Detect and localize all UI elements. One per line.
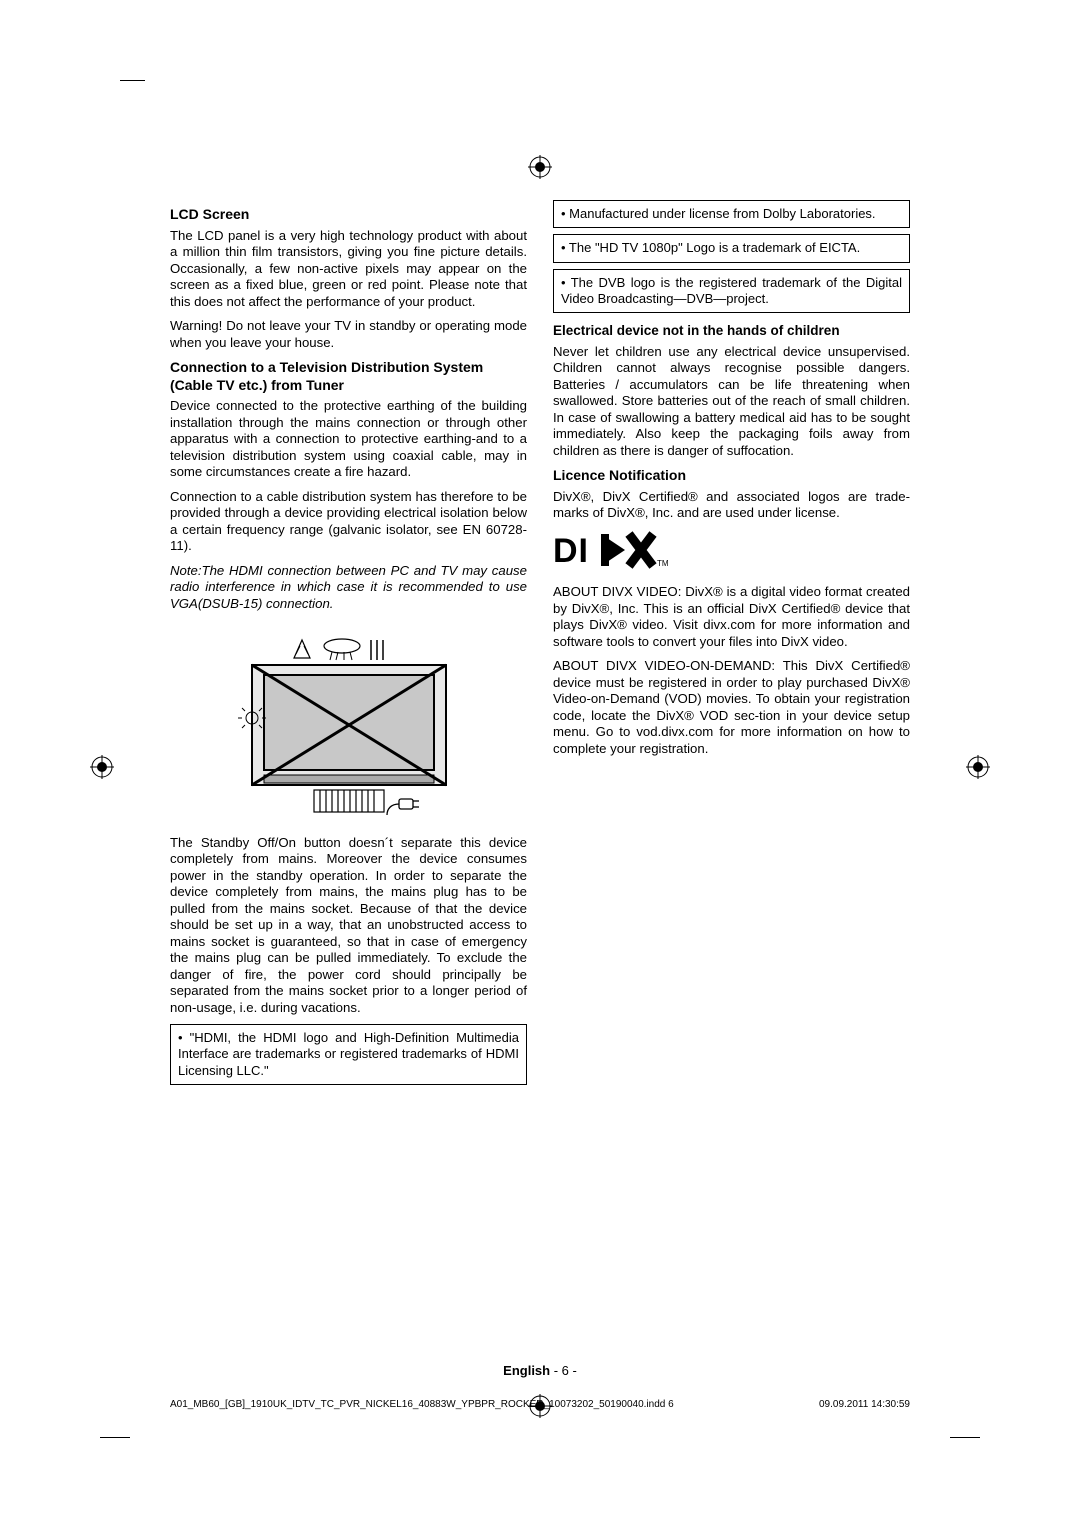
content-columns: LCD Screen The LCD panel is a very high … <box>170 200 910 1091</box>
footer-page: - 6 - <box>550 1363 577 1378</box>
print-timestamp: 09.09.2011 14:30:59 <box>819 1399 910 1410</box>
heading-lcd-screen: LCD Screen <box>170 206 527 224</box>
registration-mark-icon <box>90 755 114 779</box>
para: ABOUT DIVX VIDEO-ON-DEMAND: This DivX Ce… <box>553 658 910 757</box>
para: Warning! Do not leave your TV in standby… <box>170 318 527 351</box>
divx-logo-icon: DI TM <box>553 530 910 575</box>
print-metadata: A01_MB60_[GB]_1910UK_IDTV_TC_PVR_NICKEL1… <box>170 1399 910 1410</box>
para: DivX®, DivX Certified® and associated lo… <box>553 489 910 522</box>
notice-box-hdtv: • The "HD TV 1080p" Logo is a trademark … <box>553 234 910 262</box>
notice-text: • Manufactured under license from Dolby … <box>561 206 876 221</box>
manual-page: LCD Screen The LCD panel is a very high … <box>0 0 1080 1528</box>
tv-warning-illustration <box>234 620 464 825</box>
notice-box-dolby: • Manufactured under license from Dolby … <box>553 200 910 228</box>
heading-licence: Licence Notification <box>553 467 910 485</box>
crop-mark <box>950 1437 980 1438</box>
svg-text:TM: TM <box>657 559 669 568</box>
notice-text: • "HDMI, the HDMI logo and High-Definiti… <box>178 1030 519 1078</box>
heading-connection: Connection to a Television Distribution … <box>170 359 527 394</box>
para: The Standby Off/On button doesn´t separa… <box>170 835 527 1017</box>
notice-box-dvb: • The DVB logo is the registered tradema… <box>553 269 910 314</box>
right-column: • Manufactured under license from Dolby … <box>553 200 910 1091</box>
notice-text: • The "HD TV 1080p" Logo is a trademark … <box>561 240 860 255</box>
para: Never let children use any electrical de… <box>553 344 910 460</box>
svg-text:DI: DI <box>553 532 589 570</box>
para: Connection to a cable distribution syste… <box>170 489 527 555</box>
notice-box-hdmi: • "HDMI, the HDMI logo and High-Definiti… <box>170 1024 527 1085</box>
heading-children: Electrical device not in the hands of ch… <box>553 323 910 340</box>
para: The LCD panel is a very high technology … <box>170 228 527 311</box>
para: ABOUT DIVX VIDEO: DivX® is a digital vid… <box>553 584 910 650</box>
registration-mark-icon <box>528 155 552 179</box>
footer-lang: English <box>503 1363 550 1378</box>
page-footer: English - 6 - <box>170 1363 910 1378</box>
print-filename: A01_MB60_[GB]_1910UK_IDTV_TC_PVR_NICKEL1… <box>170 1399 674 1410</box>
crop-mark <box>100 1437 130 1438</box>
note-para: Note:The HDMI connection between PC and … <box>170 563 527 613</box>
registration-mark-icon <box>966 755 990 779</box>
left-column: LCD Screen The LCD panel is a very high … <box>170 200 527 1091</box>
crop-mark <box>120 80 145 81</box>
notice-text: • The DVB logo is the registered tradema… <box>561 275 902 306</box>
para: Device connected to the protective earth… <box>170 398 527 481</box>
